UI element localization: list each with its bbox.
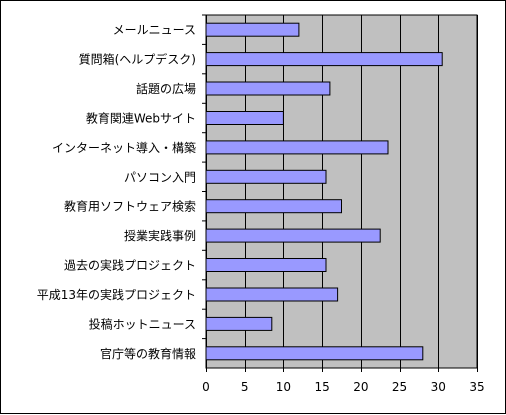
category-label: 質問箱(ヘルプデスク) — [79, 52, 196, 67]
bar — [205, 258, 327, 272]
category-label: 過去の実践プロジェクト — [64, 258, 196, 273]
bar — [205, 81, 331, 96]
x-tick-label: 35 — [469, 380, 484, 394]
x-tick-label: 30 — [431, 380, 446, 394]
x-tick-label: 10 — [276, 380, 291, 394]
bar — [205, 316, 273, 331]
bar — [205, 346, 424, 361]
bar — [205, 140, 389, 155]
x-tick-label: 20 — [353, 380, 368, 394]
x-tick-label: 0 — [202, 380, 210, 394]
category-label: インターネット導入・構築 — [52, 140, 196, 155]
category-label: メールニュース — [113, 23, 196, 37]
x-tick-label: 5 — [241, 380, 249, 394]
x-tick-label: 15 — [315, 380, 330, 394]
bar — [205, 228, 381, 243]
plot-area — [205, 14, 478, 369]
category-label: 教育用ソフトウェア検索 — [64, 199, 196, 214]
category-label: 官庁等の教育情報 — [100, 346, 196, 361]
bar — [205, 287, 339, 302]
bar — [205, 52, 443, 67]
bar — [205, 111, 284, 125]
category-label: パソコン入門 — [124, 170, 196, 184]
category-label: 教育関連Webサイト — [86, 111, 196, 126]
category-label: 平成13年の実践プロジェクト — [37, 287, 196, 302]
category-label: 投稿ホットニュース — [89, 316, 196, 331]
grid-lines — [202, 14, 478, 372]
x-tick-label: 25 — [392, 380, 407, 394]
bar — [205, 199, 342, 214]
x-tick-labels: 0 5 10 15 20 25 30 35 — [202, 380, 484, 394]
bar — [205, 22, 300, 37]
bars — [205, 22, 443, 361]
category-label: 話題の広場 — [136, 81, 196, 96]
bar — [205, 169, 327, 184]
category-label: 授業実践事例 — [124, 228, 196, 243]
